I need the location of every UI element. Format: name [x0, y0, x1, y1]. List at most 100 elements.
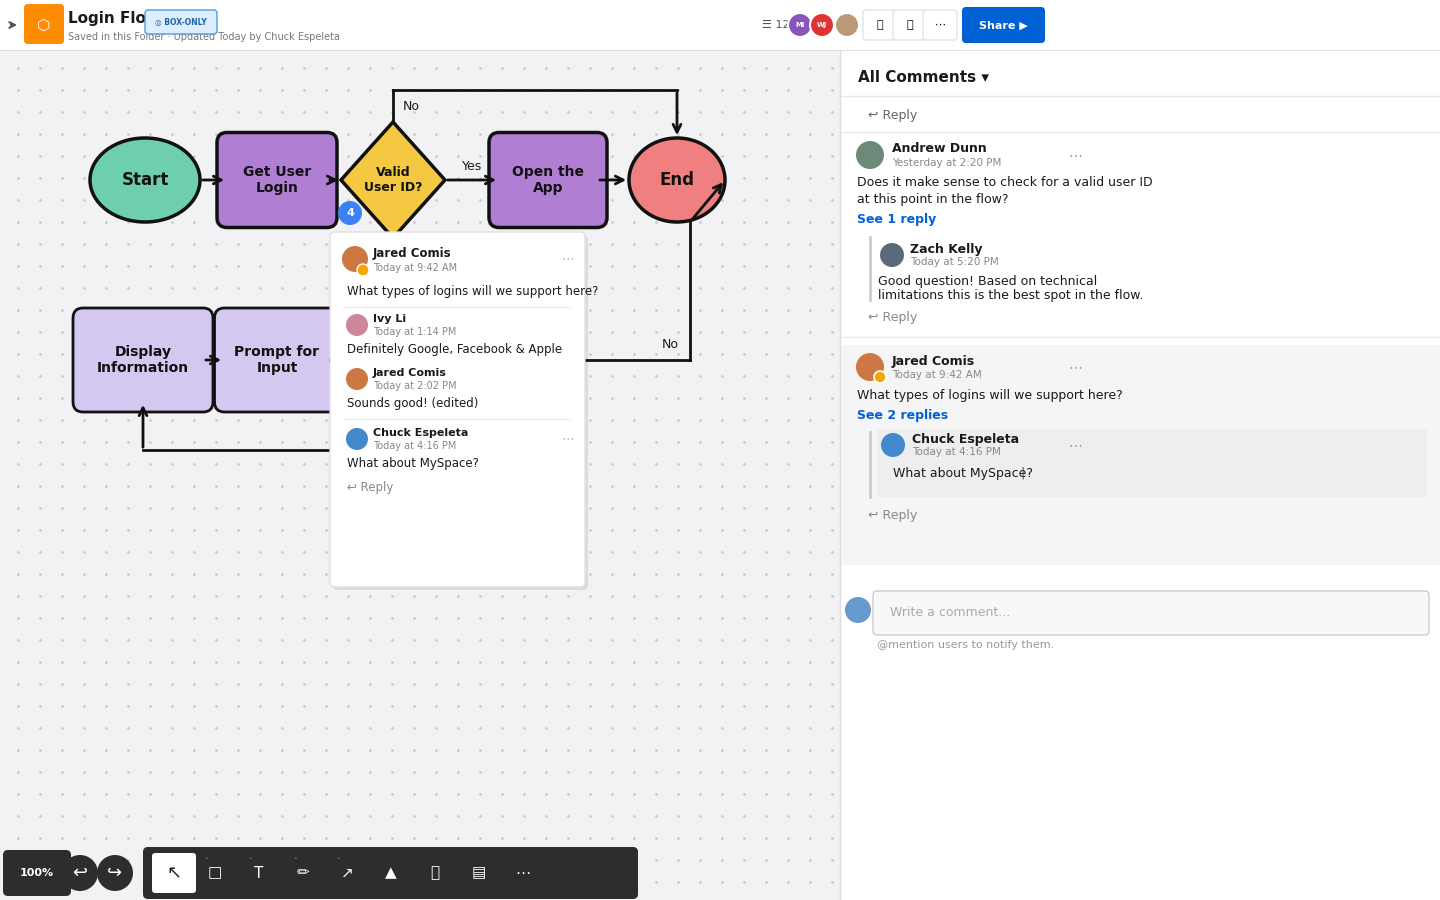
- Circle shape: [855, 353, 884, 381]
- Text: ⛓: ⛓: [431, 866, 439, 880]
- Text: Good question! Based on technical: Good question! Based on technical: [878, 274, 1097, 287]
- Circle shape: [346, 368, 369, 390]
- Text: ⋯: ⋯: [935, 20, 946, 30]
- Text: ↩ Reply: ↩ Reply: [868, 110, 917, 122]
- Text: WJ: WJ: [816, 22, 827, 28]
- FancyBboxPatch shape: [962, 7, 1045, 43]
- Text: Sounds good! (edited): Sounds good! (edited): [347, 397, 478, 410]
- Text: □: □: [207, 866, 222, 880]
- FancyBboxPatch shape: [153, 853, 196, 893]
- Circle shape: [346, 428, 369, 450]
- FancyBboxPatch shape: [215, 308, 340, 412]
- Text: ↗: ↗: [341, 866, 353, 880]
- Text: Write a comment...: Write a comment...: [890, 607, 1011, 619]
- Ellipse shape: [629, 138, 724, 222]
- Circle shape: [881, 433, 904, 457]
- Text: Valid
User ID?: Valid User ID?: [364, 166, 422, 194]
- Circle shape: [855, 141, 884, 169]
- Text: What about MySpace?: What about MySpace?: [347, 456, 480, 470]
- FancyBboxPatch shape: [863, 10, 897, 40]
- Polygon shape: [341, 122, 445, 238]
- Text: ⋯: ⋯: [562, 253, 575, 266]
- Text: MI: MI: [795, 22, 805, 28]
- Text: Prompt for
Input: Prompt for Input: [235, 345, 320, 375]
- Text: Open the
App: Open the App: [513, 165, 585, 195]
- Text: ˄: ˄: [248, 858, 252, 864]
- Text: ↩ Reply: ↩ Reply: [868, 508, 917, 521]
- Text: What types of logins will we support here?: What types of logins will we support her…: [857, 389, 1123, 401]
- Text: ˄: ˄: [204, 858, 207, 864]
- Text: No: No: [661, 338, 678, 352]
- Text: ⬡: ⬡: [37, 17, 50, 32]
- Ellipse shape: [89, 138, 200, 222]
- Text: Start: Start: [121, 171, 168, 189]
- Text: ˄: ˄: [337, 858, 340, 864]
- Text: Get User
Login: Get User Login: [243, 165, 311, 195]
- Bar: [0, 50, 840, 900]
- Text: limitations this is the best spot in the flow.: limitations this is the best spot in the…: [878, 290, 1143, 302]
- FancyBboxPatch shape: [143, 847, 638, 899]
- FancyBboxPatch shape: [923, 10, 958, 40]
- FancyBboxPatch shape: [877, 429, 1427, 497]
- FancyBboxPatch shape: [217, 132, 337, 228]
- Text: Share ▶: Share ▶: [979, 21, 1027, 31]
- Bar: [840, 50, 1440, 900]
- Text: Today at 9:42 AM: Today at 9:42 AM: [373, 263, 456, 273]
- Text: Today at 4:16 PM: Today at 4:16 PM: [912, 447, 1001, 457]
- Text: 100%: 100%: [20, 868, 55, 878]
- Text: Zach Kelly: Zach Kelly: [910, 242, 982, 256]
- Text: at this point in the flow?: at this point in the flow?: [857, 193, 1008, 205]
- Text: ⋯: ⋯: [562, 433, 575, 446]
- Text: Does it make sense to check for a valid user ID: Does it make sense to check for a valid …: [857, 176, 1152, 190]
- Text: End: End: [660, 171, 694, 189]
- Text: ☰ 1217: ☰ 1217: [762, 20, 804, 30]
- Text: Today at 2:02 PM: Today at 2:02 PM: [373, 381, 456, 391]
- Circle shape: [346, 314, 369, 336]
- Text: Today at 9:42 AM: Today at 9:42 AM: [891, 370, 982, 380]
- Circle shape: [788, 13, 812, 37]
- Text: Yes: Yes: [462, 159, 482, 173]
- Text: Definitely Google, Facebook & Apple: Definitely Google, Facebook & Apple: [347, 343, 562, 356]
- FancyBboxPatch shape: [490, 132, 608, 228]
- Text: Saved in this Folder · Updated Today by Chuck Espeleta: Saved in this Folder · Updated Today by …: [68, 32, 340, 42]
- Text: 💬: 💬: [907, 20, 913, 30]
- Text: What about MySpace?: What about MySpace?: [893, 466, 1032, 480]
- Circle shape: [96, 855, 132, 891]
- Text: Today at 1:14 PM: Today at 1:14 PM: [373, 327, 456, 337]
- Text: Yesterday at 2:20 PM: Yesterday at 2:20 PM: [891, 158, 1001, 168]
- Text: ˄: ˄: [294, 858, 297, 864]
- Text: ↩ Reply: ↩ Reply: [347, 481, 393, 493]
- Text: ⋯: ⋯: [516, 866, 530, 880]
- FancyBboxPatch shape: [145, 10, 217, 34]
- Text: Ivy Li: Ivy Li: [373, 314, 406, 324]
- Circle shape: [845, 597, 871, 623]
- Circle shape: [835, 13, 860, 37]
- Text: ⋯: ⋯: [1068, 360, 1081, 374]
- Text: What types of logins will we support here?: What types of logins will we support her…: [347, 284, 599, 298]
- FancyBboxPatch shape: [24, 4, 63, 44]
- Text: Jared Comis: Jared Comis: [373, 248, 452, 260]
- Text: ▲: ▲: [384, 866, 397, 880]
- Text: ↩ Reply: ↩ Reply: [868, 310, 917, 323]
- Text: 🔍: 🔍: [877, 20, 883, 30]
- Text: See 2 replies: See 2 replies: [857, 409, 948, 421]
- Text: |: |: [1020, 466, 1024, 480]
- Text: Today at 5:20 PM: Today at 5:20 PM: [910, 257, 999, 267]
- Text: Chuck Espeleta: Chuck Espeleta: [912, 433, 1020, 446]
- Text: Display
Information: Display Information: [96, 345, 189, 375]
- FancyBboxPatch shape: [893, 10, 927, 40]
- Text: ↖: ↖: [167, 864, 181, 882]
- Circle shape: [62, 855, 98, 891]
- Text: T: T: [255, 866, 264, 880]
- Text: ↪: ↪: [108, 864, 122, 882]
- FancyBboxPatch shape: [330, 232, 585, 587]
- Text: See 1 reply: See 1 reply: [857, 212, 936, 226]
- Text: ⋯: ⋯: [1068, 148, 1081, 162]
- Circle shape: [809, 13, 834, 37]
- Circle shape: [880, 243, 904, 267]
- Text: Today at 4:16 PM: Today at 4:16 PM: [373, 441, 456, 451]
- Bar: [840, 345, 1440, 565]
- Text: ▤: ▤: [472, 866, 487, 880]
- Text: Login Flow: Login Flow: [68, 11, 160, 25]
- Text: Andrew Dunn: Andrew Dunn: [891, 142, 986, 156]
